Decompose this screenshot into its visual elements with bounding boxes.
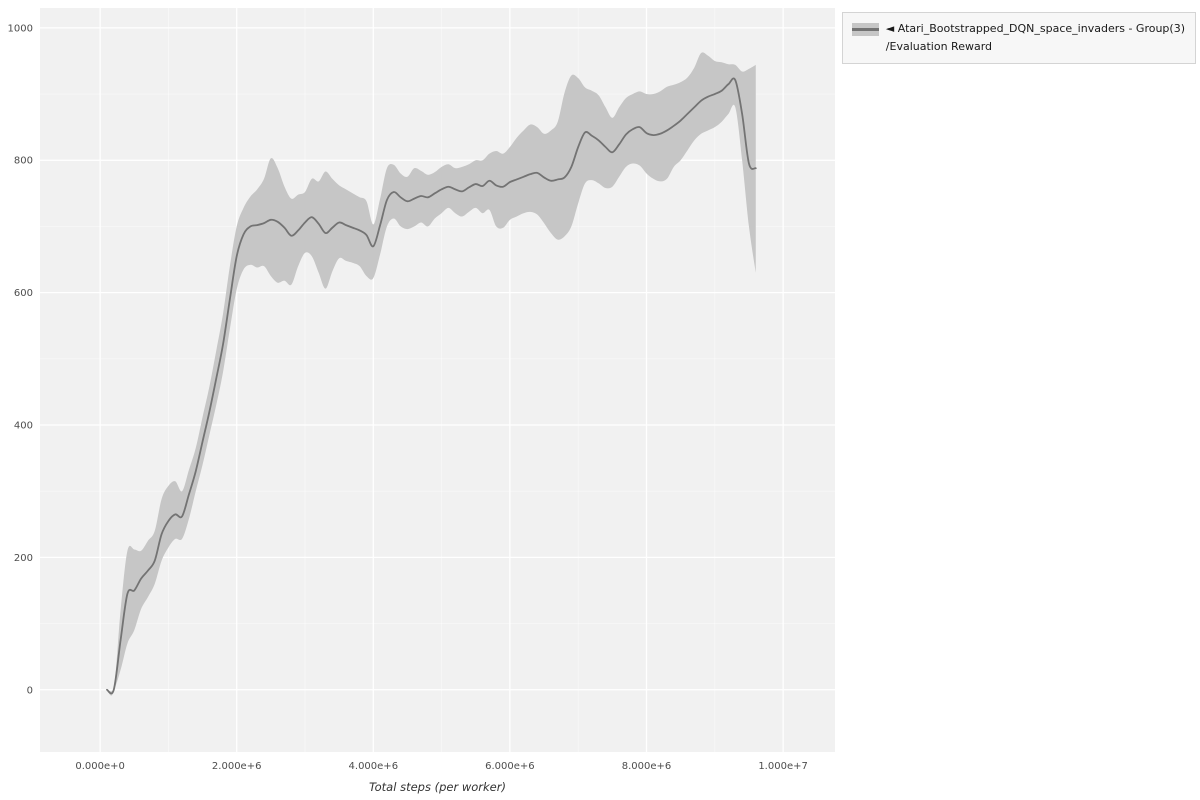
legend-key-line xyxy=(851,28,879,31)
y-tick-label: 400 xyxy=(14,421,33,432)
legend: ◄ Atari_Bootstrapped_DQN_space_invaders … xyxy=(841,12,1196,65)
x-tick-label: 0.000e+0 xyxy=(75,761,125,772)
y-tick-label: 600 xyxy=(14,288,33,299)
y-tick-label: 800 xyxy=(14,156,33,167)
legend-label: ◄ Atari_Bootstrapped_DQN_space_invaders … xyxy=(886,20,1185,55)
legend-label-line1: ◄ Atari_Bootstrapped_DQN_space_invaders … xyxy=(885,22,1185,35)
y-tick-label: 200 xyxy=(14,553,33,564)
y-tick-label: 0 xyxy=(27,685,33,696)
x-axis-title: Total steps (per worker) xyxy=(369,780,506,794)
legend-label-line2: /Evaluation Reward xyxy=(885,39,993,53)
x-tick-label: 1.000e+7 xyxy=(758,761,808,772)
x-tick-label: 8.000e+6 xyxy=(622,761,672,772)
x-tick-label: 4.000e+6 xyxy=(349,761,399,772)
confidence-band xyxy=(106,52,756,696)
legend-key-band xyxy=(851,23,879,36)
mean-line xyxy=(106,77,757,695)
x-tick-label: 2.000e+6 xyxy=(212,761,262,772)
y-tick-label: 1000 xyxy=(8,23,33,34)
x-tick-label: 6.000e+6 xyxy=(485,761,535,772)
